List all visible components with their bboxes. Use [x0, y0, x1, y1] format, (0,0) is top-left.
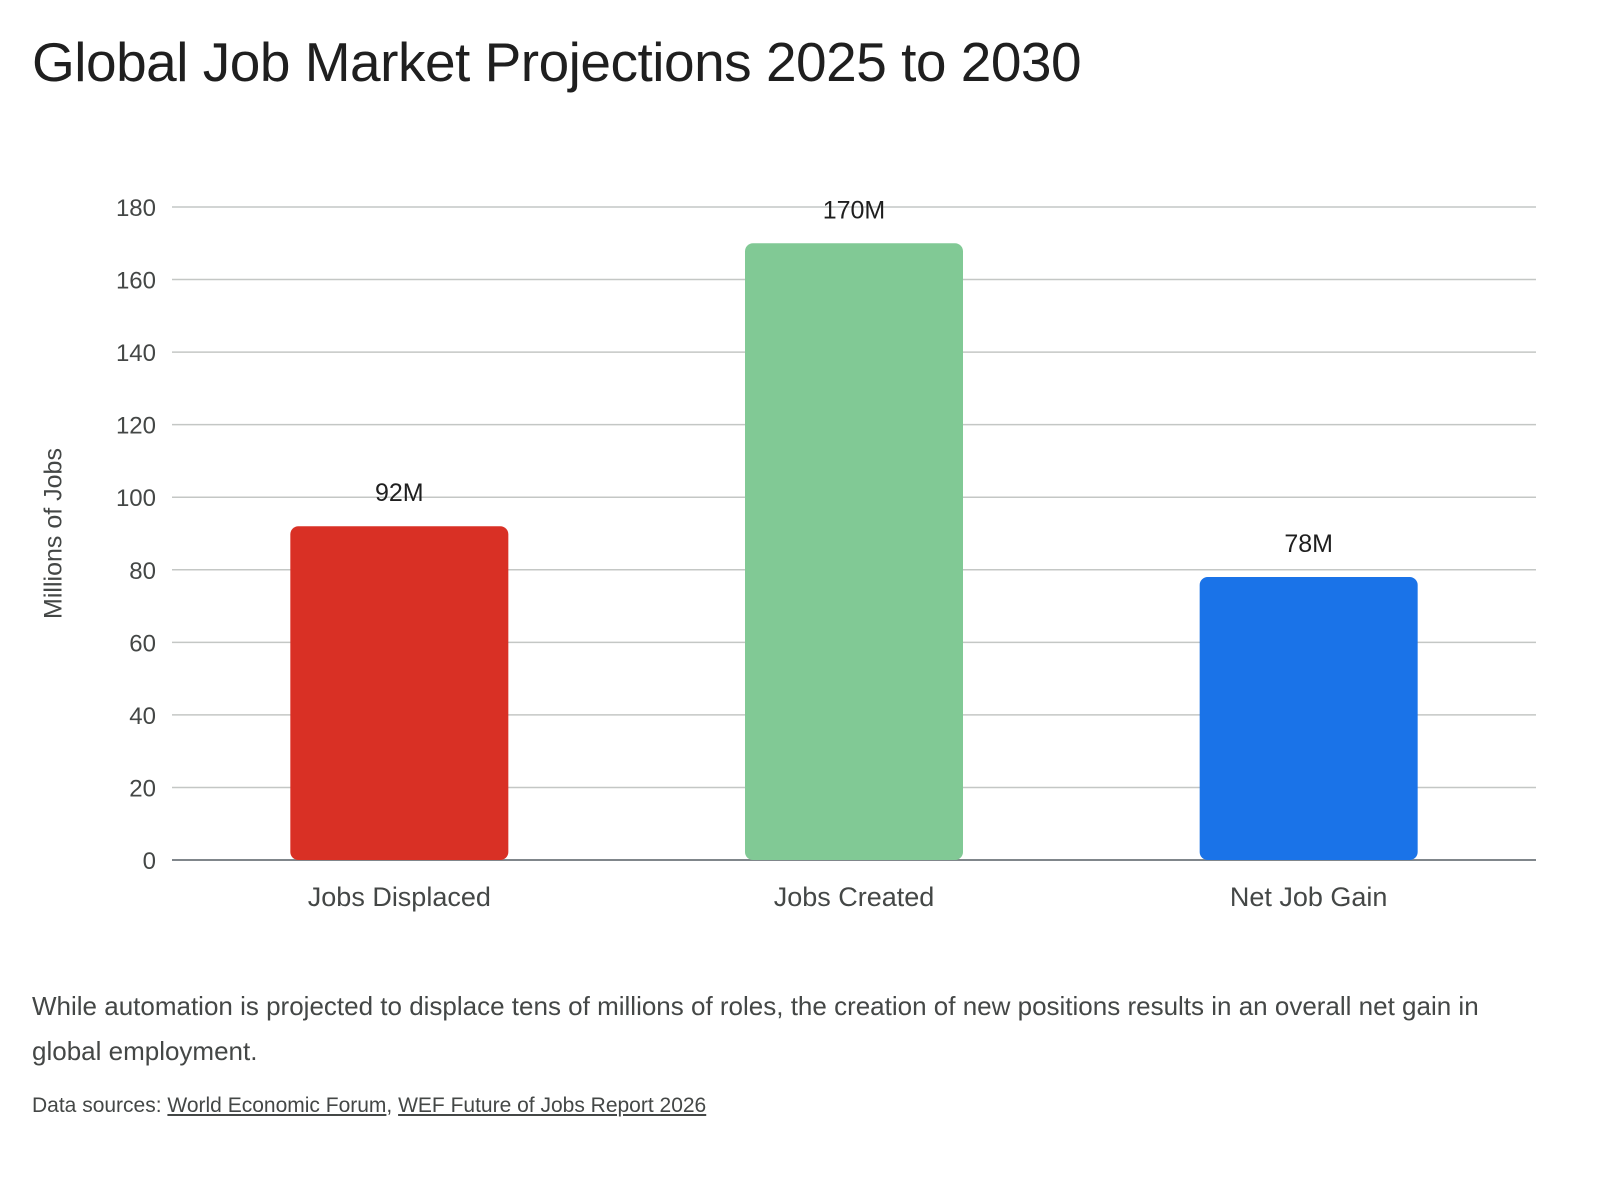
- bar-chart: 0 20 40 60 80 100 120 140 160 180 92M 170M 78M Jobs…: [40, 195, 1536, 912]
- x-axis-ticks: Jobs Displaced Jobs Created Net Job Gain: [308, 882, 1388, 912]
- y-tick-label: 140: [116, 340, 156, 367]
- data-label: 170M: [823, 196, 886, 224]
- y-tick-label: 120: [116, 413, 156, 440]
- sources-separator: ,: [386, 1094, 399, 1117]
- y-tick-label: 40: [129, 703, 156, 730]
- x-tick-label: Net Job Gain: [1230, 882, 1388, 912]
- chart-title: Global Job Market Projections 2025 to 20…: [32, 31, 1082, 93]
- y-tick-label: 180: [116, 195, 156, 222]
- bars: [290, 243, 1418, 860]
- y-tick-label: 20: [129, 775, 156, 802]
- bar-jobs-displaced: [290, 526, 509, 860]
- y-tick-label: 100: [116, 485, 156, 512]
- source-link-wef[interactable]: World Economic Forum: [167, 1094, 387, 1117]
- y-tick-label: 60: [129, 630, 156, 657]
- chart-caption: While automation is projected to displac…: [32, 991, 1479, 1066]
- source-link-report[interactable]: WEF Future of Jobs Report 2026: [398, 1094, 707, 1117]
- x-tick-label: Jobs Created: [774, 882, 935, 912]
- bar-net-job-gain: [1199, 577, 1418, 860]
- y-tick-label: 80: [129, 558, 156, 585]
- y-axis-ticks: 0 20 40 60 80 100 120 140 160 180: [116, 195, 156, 875]
- data-label: 78M: [1284, 530, 1333, 558]
- y-axis-label: Millions of Jobs: [40, 448, 68, 619]
- sources-prefix: Data sources:: [32, 1094, 168, 1117]
- x-tick-label: Jobs Displaced: [308, 882, 491, 912]
- data-sources: Data sources: World Economic Forum, WEF …: [32, 1094, 706, 1118]
- y-tick-label: 0: [143, 848, 156, 875]
- data-label: 92M: [375, 479, 424, 507]
- bar-jobs-created: [745, 243, 963, 860]
- data-labels: 92M 170M 78M: [375, 196, 1333, 558]
- y-tick-label: 160: [116, 268, 156, 295]
